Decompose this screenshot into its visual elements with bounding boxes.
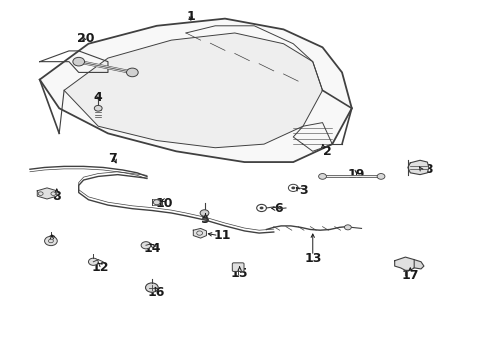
- Circle shape: [291, 186, 295, 189]
- Circle shape: [141, 242, 151, 249]
- Polygon shape: [193, 228, 206, 238]
- Text: 4: 4: [94, 91, 102, 104]
- Text: 14: 14: [143, 242, 160, 255]
- Text: 3: 3: [298, 184, 306, 197]
- Circle shape: [259, 207, 263, 210]
- Circle shape: [44, 236, 57, 246]
- Text: 13: 13: [304, 252, 321, 265]
- Text: 11: 11: [213, 229, 231, 242]
- Circle shape: [318, 174, 326, 179]
- Circle shape: [94, 105, 102, 111]
- Text: 6: 6: [274, 202, 283, 215]
- Polygon shape: [394, 257, 413, 270]
- Circle shape: [145, 283, 158, 292]
- Circle shape: [88, 258, 98, 265]
- Polygon shape: [37, 188, 57, 199]
- Text: 10: 10: [155, 197, 172, 210]
- FancyBboxPatch shape: [232, 263, 244, 271]
- Polygon shape: [40, 19, 351, 162]
- Text: 17: 17: [401, 269, 418, 282]
- Polygon shape: [64, 33, 322, 148]
- Text: 1: 1: [186, 10, 195, 23]
- Text: 5: 5: [201, 213, 209, 226]
- Circle shape: [200, 210, 208, 216]
- Text: 20: 20: [77, 32, 95, 45]
- Text: 15: 15: [230, 267, 248, 280]
- Circle shape: [73, 57, 84, 66]
- Text: 18: 18: [415, 163, 433, 176]
- Text: 9: 9: [47, 234, 56, 247]
- Text: 2: 2: [323, 145, 331, 158]
- Polygon shape: [407, 160, 428, 175]
- Text: 7: 7: [108, 152, 117, 165]
- Circle shape: [126, 68, 138, 77]
- Circle shape: [376, 174, 384, 179]
- Circle shape: [153, 200, 160, 205]
- Text: 8: 8: [52, 190, 61, 203]
- Text: 16: 16: [148, 287, 165, 300]
- Text: 19: 19: [347, 168, 365, 181]
- Polygon shape: [413, 260, 423, 269]
- Circle shape: [344, 225, 350, 230]
- Text: 12: 12: [92, 261, 109, 274]
